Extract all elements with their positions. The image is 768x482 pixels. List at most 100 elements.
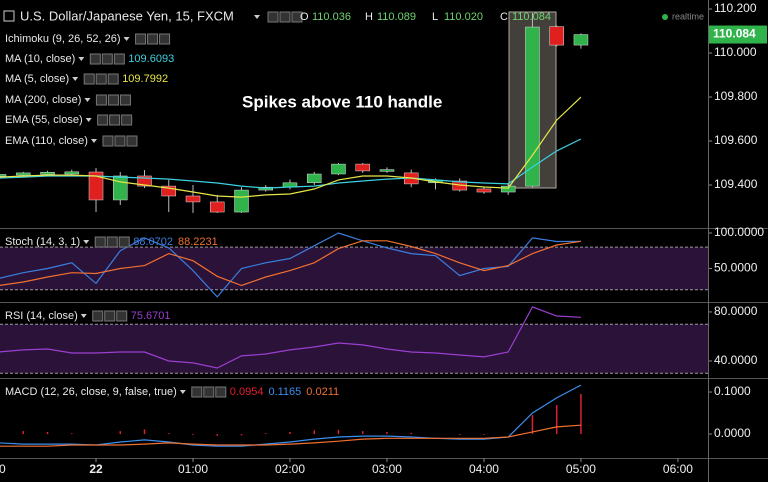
study-icon	[147, 33, 159, 45]
x-tick-label: 04:00	[469, 462, 499, 476]
study-icon	[159, 33, 171, 45]
study-icon	[95, 73, 107, 85]
y-tick-label: 100.0000	[714, 225, 764, 239]
study-icon	[203, 386, 215, 398]
ohlc-value: 110.084	[512, 11, 551, 23]
study-icon	[95, 94, 107, 106]
study-value: 109.7992	[122, 73, 168, 85]
candle-body	[185, 195, 201, 203]
price-tag	[709, 25, 767, 44]
study-icon	[106, 236, 118, 248]
candle-body	[573, 34, 589, 46]
study-value: 0.0954	[230, 386, 264, 398]
candle-body	[64, 171, 80, 175]
study-icon	[107, 94, 119, 106]
candle-body	[331, 163, 346, 175]
study-name: MACD (12, 26, close, 9, false, true)	[5, 386, 177, 398]
y-tick-label: 110.000	[714, 45, 757, 59]
study-name: MA (5, close)	[5, 73, 69, 85]
candle-body	[355, 163, 370, 172]
dropdown-caret	[80, 314, 87, 318]
study-name: EMA (110, close)	[5, 135, 88, 147]
x-tick-label: 06:00	[663, 462, 693, 476]
study-icon	[135, 33, 147, 45]
dropdown-caret	[85, 118, 92, 122]
study-value: 109.6093	[128, 53, 174, 65]
candle-body	[209, 201, 225, 213]
dropdown-caret	[179, 390, 186, 394]
study-icon	[121, 114, 133, 126]
study-icon	[279, 11, 291, 23]
study-icon	[104, 310, 116, 322]
study-name: Ichimoku (9, 26, 52, 26)	[5, 33, 121, 45]
band-fill	[0, 324, 708, 374]
ohlc-value: 110.020	[444, 11, 483, 23]
dropdown-caret	[254, 15, 260, 19]
status: realtime	[672, 11, 704, 21]
annotation: Spikes above 110 handle	[242, 92, 442, 111]
study-name: EMA (55, close)	[5, 114, 83, 126]
candle-body	[88, 171, 104, 201]
x-tick-label: 02:00	[275, 462, 305, 476]
candle-body	[525, 26, 540, 187]
indicator-line	[0, 96, 582, 198]
y-tick-label: 109.400	[714, 177, 758, 191]
dropdown-caret	[123, 37, 130, 41]
ohlc-value: 110.089	[377, 11, 416, 23]
y-tick-label: 110.200	[714, 1, 757, 15]
dropdown-caret	[84, 98, 91, 102]
study-icon	[191, 386, 203, 398]
study-icon	[97, 114, 109, 126]
y-tick-label: 50.0000	[714, 261, 758, 275]
candle-body	[476, 188, 492, 193]
dropdown-caret	[90, 139, 97, 143]
study-icon	[215, 386, 227, 398]
study-value: 88.2231	[178, 236, 218, 248]
study-icon	[102, 135, 114, 147]
indicator-line	[0, 232, 581, 298]
y-tick-label: 109.800	[714, 89, 758, 103]
ohlc-key: L	[432, 11, 438, 23]
candle-body	[500, 185, 516, 193]
chart-title: U.S. Dollar/Japanese Yen, 15, FXCM	[20, 8, 234, 23]
y-tick-label: 0.1000	[714, 384, 751, 398]
ohlc-key: O	[300, 11, 309, 23]
y-tick-label: 0.0000	[714, 426, 751, 440]
price-tag-label: 110.084	[713, 27, 756, 41]
study-icon	[94, 236, 106, 248]
candle-body	[40, 171, 55, 175]
study-icon	[113, 53, 125, 65]
candle-body	[0, 174, 7, 177]
band-fill	[0, 247, 708, 290]
study-icon	[83, 73, 95, 85]
candle-body	[379, 169, 395, 172]
ohlc-value: 110.036	[312, 11, 351, 23]
y-tick-label: 80.0000	[714, 304, 758, 318]
y-tick-label: 109.600	[714, 133, 758, 147]
study-name: MA (10, close)	[5, 53, 75, 65]
study-name: RSI (14, close)	[5, 310, 78, 322]
candle-body	[549, 26, 564, 46]
collapse-icon	[3, 10, 15, 22]
study-name: MA (200, close)	[5, 94, 81, 106]
study-value: 0.1165	[268, 386, 301, 398]
y-tick-label: 40.0000	[714, 353, 758, 367]
study-value: 75.6701	[131, 310, 171, 322]
study-icon	[119, 94, 131, 106]
study-icon	[109, 114, 121, 126]
dropdown-caret	[83, 240, 90, 244]
study-value: 88.0702	[133, 236, 173, 248]
candle-body	[161, 185, 177, 197]
x-tick-label: 05:00	[566, 462, 596, 476]
candle-body	[306, 173, 322, 184]
candle-body	[16, 172, 31, 176]
study-name: Stoch (14, 3, 1)	[5, 236, 80, 248]
study-icon	[101, 53, 113, 65]
study-icon	[116, 310, 128, 322]
x-tick-label: 03:00	[372, 462, 402, 476]
dropdown-caret	[72, 77, 79, 81]
x-tick-label: 00	[0, 462, 6, 476]
dropdown-caret	[78, 57, 85, 61]
study-icon	[291, 11, 303, 23]
